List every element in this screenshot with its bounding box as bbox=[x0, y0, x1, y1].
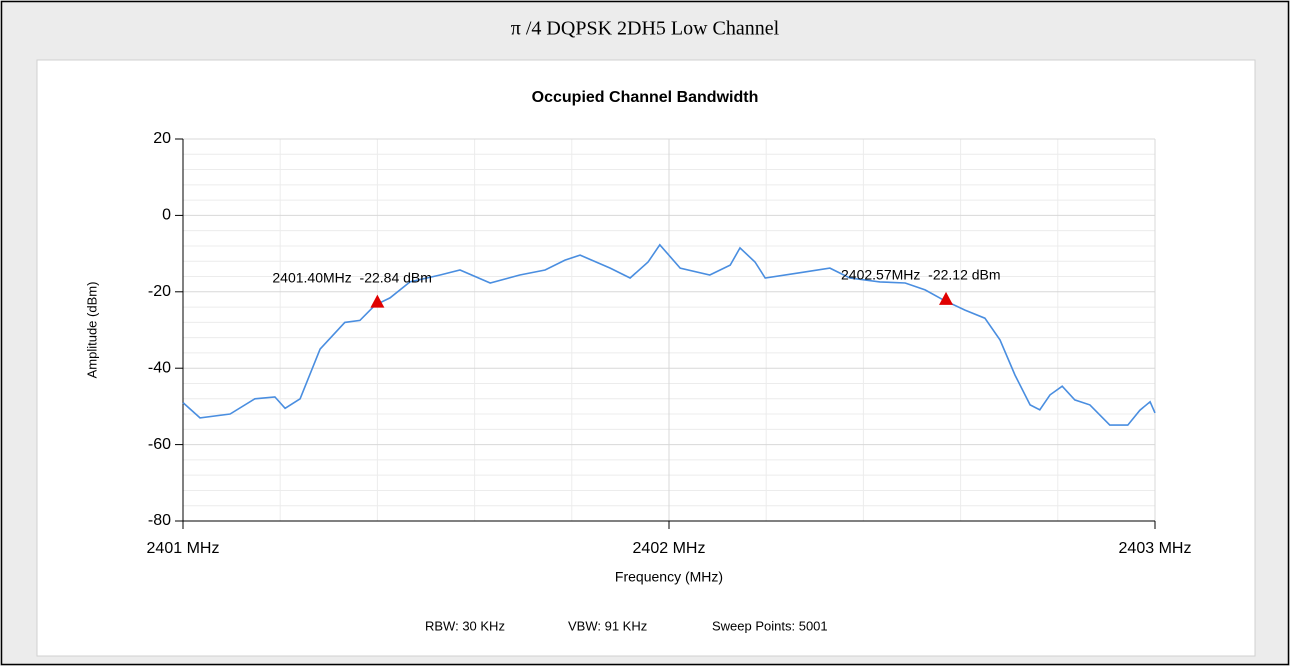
marker bbox=[939, 291, 954, 305]
y-tick-label: 0 bbox=[162, 207, 171, 224]
marker-label: 2402.57MHz -22.12 dBm bbox=[841, 267, 1001, 283]
marker-label: 2401.40MHz -22.84 dBm bbox=[272, 269, 432, 285]
footer-text: Sweep Points: 5001 bbox=[712, 618, 828, 633]
x-tick-label: 2401 MHz bbox=[147, 540, 220, 557]
y-tick-label: -80 bbox=[148, 512, 171, 529]
chart-panel bbox=[36, 59, 1256, 657]
y-tick-label: -60 bbox=[148, 436, 171, 453]
page-title: π /4 DQPSK 2DH5 Low Channel bbox=[511, 18, 780, 40]
y-axis-label: Amplitude (dBm) bbox=[84, 282, 99, 379]
y-tick-label: 20 bbox=[153, 130, 171, 147]
y-tick-label: -40 bbox=[148, 359, 171, 376]
marker bbox=[370, 294, 385, 308]
x-tick-label: 2403 MHz bbox=[1119, 540, 1192, 557]
footer-text: VBW: 91 KHz bbox=[568, 618, 647, 633]
x-tick-label: 2402 MHz bbox=[633, 540, 706, 557]
trace-line bbox=[182, 243, 1156, 426]
x-axis-label: Frequency (MHz) bbox=[615, 569, 723, 585]
y-tick-label: -20 bbox=[148, 283, 171, 300]
footer-text: RBW: 30 KHz bbox=[425, 618, 505, 633]
chart-title: Occupied Channel Bandwidth bbox=[532, 89, 759, 106]
